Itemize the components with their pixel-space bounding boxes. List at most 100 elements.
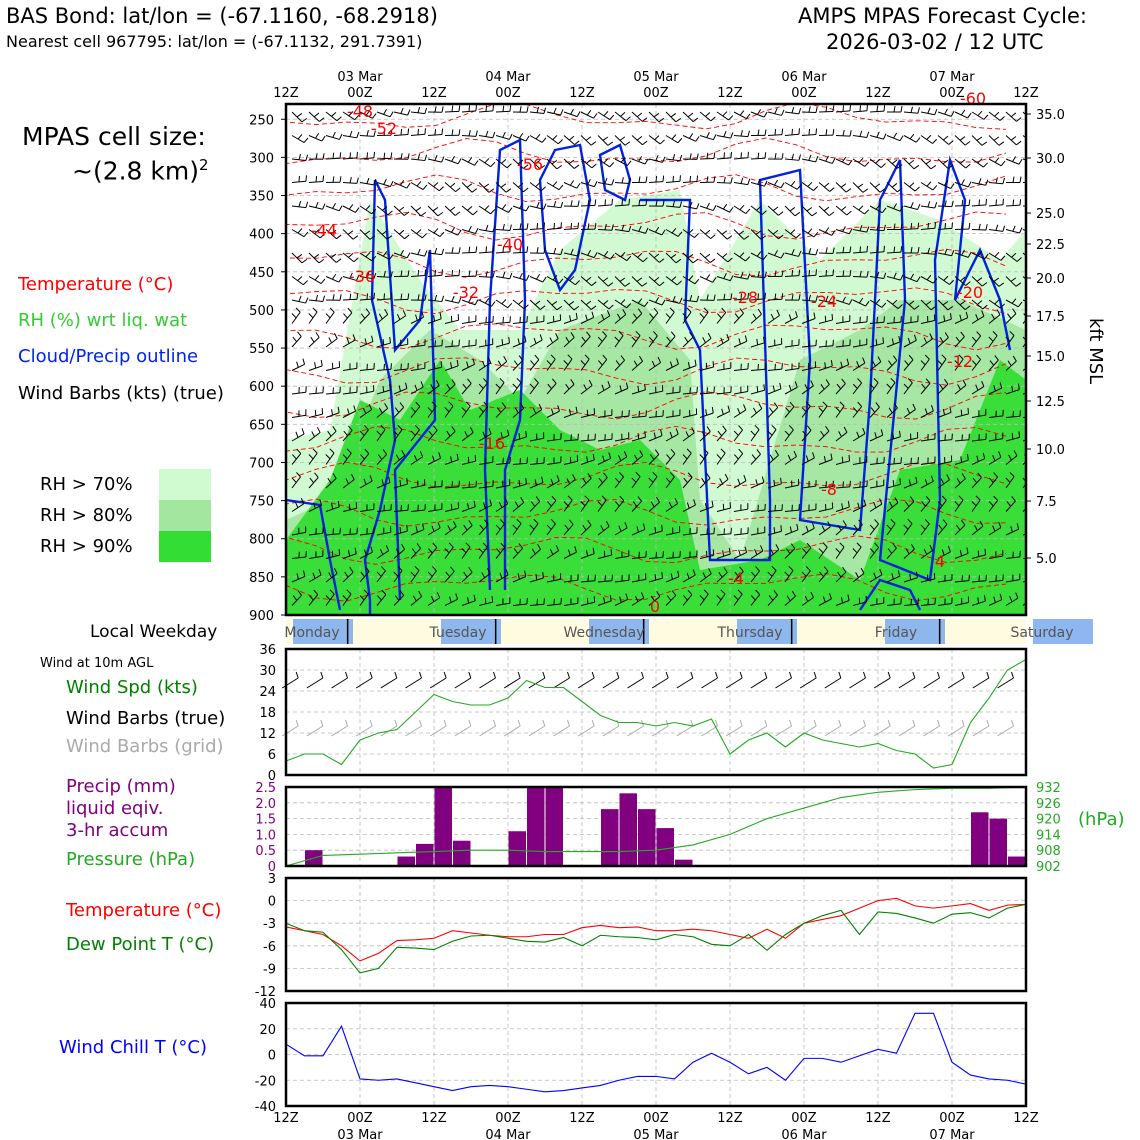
wind-barb-feather — [815, 248, 819, 256]
wind-barb-feather — [533, 337, 537, 344]
wind-barb-feather — [543, 203, 547, 210]
wind-barb-feather — [446, 383, 451, 390]
wind-barb-feather — [960, 276, 966, 282]
wind-barb-feather — [780, 182, 785, 189]
wind-barb — [1022, 252, 1026, 257]
wind-barb-feather — [880, 429, 884, 436]
wind-barb-feather — [959, 549, 963, 557]
wind-barb-feather — [718, 571, 723, 578]
wind-barb-feather — [926, 274, 932, 281]
wind-barb — [971, 276, 988, 287]
wind-barb-feather — [500, 519, 505, 525]
wind-barb-feather — [356, 151, 358, 158]
wind-barb-feather — [869, 524, 875, 530]
wind-barb — [869, 224, 886, 232]
wind-barb-feather — [876, 224, 879, 231]
wind-barb-feather — [808, 248, 812, 255]
wind10m-label: Wind at 10m AGL — [40, 656, 154, 671]
wind-barb — [614, 382, 629, 395]
wind-barb-feather — [382, 449, 388, 455]
wind-barb-grid-feather — [542, 719, 546, 727]
wind-barb-feather — [794, 381, 798, 388]
wind-barb-staff — [580, 580, 595, 583]
wind-barb-feather — [874, 432, 877, 439]
wind-barb-feather — [625, 116, 631, 122]
wind-barb — [478, 298, 496, 307]
wind-barb-feather — [1011, 298, 1017, 304]
wind-barb — [376, 566, 386, 583]
wind-barb-true — [775, 677, 792, 689]
wind-barb-feather — [993, 495, 998, 501]
wind-barb — [801, 339, 817, 348]
wind-barb-feather — [296, 113, 303, 118]
wind-barb-feather — [401, 450, 406, 456]
wind-barb-feather — [910, 223, 913, 230]
wind-barb-feather — [626, 303, 632, 309]
wind-barb-feather — [827, 521, 831, 528]
wind-barb — [359, 292, 375, 301]
wind-barb-staff — [495, 406, 506, 418]
wind-barb-feather — [625, 593, 629, 600]
wind-barb-true-feather — [567, 671, 570, 679]
wind-barb — [733, 229, 750, 240]
wind-barb-feather — [488, 428, 492, 435]
wind-barb-feather — [536, 247, 539, 254]
wind-barb-feather — [424, 107, 428, 114]
wind-barb-feather — [624, 282, 631, 287]
wind-barb-feather — [640, 592, 645, 599]
wind-barb — [529, 571, 544, 583]
wind-barb-staff — [376, 408, 388, 418]
wind-barb — [597, 409, 613, 418]
wind-barb — [427, 542, 438, 559]
top-time-tick-label: 12Z — [421, 86, 447, 101]
wind-barb-feather — [883, 105, 886, 112]
wind-barb — [716, 405, 731, 418]
wind-barb-feather — [653, 432, 656, 439]
wind-barb-feather — [371, 255, 377, 262]
wind-barb — [359, 271, 377, 280]
wind-barb-feather — [954, 501, 960, 507]
wind-barb-feather — [661, 524, 663, 531]
wind-barb-feather — [383, 270, 386, 278]
wind-barb — [954, 223, 971, 230]
wind-barb-true — [405, 677, 422, 689]
wind-barb — [342, 386, 358, 395]
wind-barb — [597, 135, 614, 146]
wind-barb-feather — [603, 250, 609, 257]
wind-barb — [733, 271, 751, 280]
wind-barb — [546, 158, 563, 170]
wind-barb-feather — [632, 313, 638, 319]
wind-barb-feather — [772, 206, 779, 212]
wind-barb — [920, 247, 937, 255]
wind-barb — [444, 566, 455, 583]
wind-barb-feather — [860, 567, 865, 574]
wind-barb-feather — [499, 377, 505, 383]
wind-barb-feather — [944, 108, 948, 115]
wind-barb — [869, 182, 886, 193]
wind-barb-feather — [1018, 431, 1021, 438]
weekday-label-tuesday: Tuesday — [429, 625, 487, 641]
wind-barb — [716, 111, 734, 121]
wind-barb-feather — [604, 223, 607, 230]
wind-barb — [801, 452, 815, 465]
precip-bar — [434, 787, 452, 866]
wind-barb-feather — [912, 403, 916, 410]
wind-barb-feather — [339, 152, 342, 159]
wind-barb — [495, 158, 512, 169]
wind-barb — [614, 409, 630, 418]
rh-shading-2 — [286, 360, 1026, 615]
wind-barb — [835, 246, 852, 254]
wind-barb-feather — [366, 177, 370, 184]
wind-barb-feather — [546, 360, 552, 366]
wind-barb — [886, 457, 902, 465]
wind-barb-feather — [590, 141, 597, 146]
wind-barb-feather — [825, 269, 828, 277]
wind-barb-feather — [943, 315, 946, 322]
wind-barb-feather — [893, 106, 896, 113]
wind-barb-feather — [328, 337, 333, 344]
wind-barb-feather — [874, 519, 879, 525]
wind-barb-feather — [891, 338, 895, 345]
wind-barb — [529, 496, 541, 512]
wind-barb-feather — [962, 379, 967, 386]
wind-barb — [733, 404, 747, 418]
